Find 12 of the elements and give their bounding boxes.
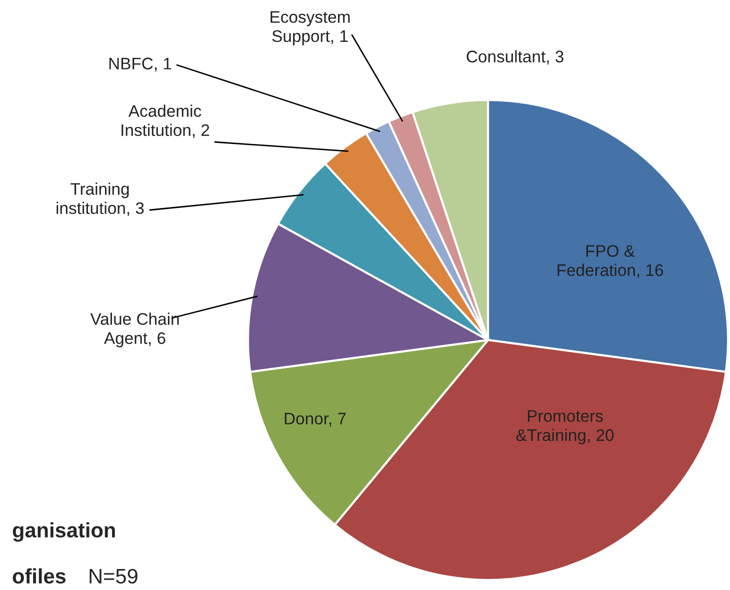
slice-label: Donor, 7 <box>284 412 346 426</box>
slice-label: Ecosystem Support, 1 <box>270 11 350 46</box>
text: ofiles <box>12 568 66 584</box>
slice-label: Consultant, 3 <box>466 50 564 64</box>
slice-label: Promoters &Training, 20 <box>516 410 614 444</box>
slice-label: NBFC, 1 <box>109 58 172 72</box>
slice-label: Value Chain Agent, 6 <box>90 312 179 348</box>
text: ganisation <box>12 522 115 542</box>
slice-label: Academic Institution, 2 <box>122 104 210 138</box>
text: N=59 <box>90 568 138 584</box>
slice-label: Training institution, 3 <box>56 182 144 216</box>
slice-label: FPO & Federation, 16 <box>558 245 664 278</box>
